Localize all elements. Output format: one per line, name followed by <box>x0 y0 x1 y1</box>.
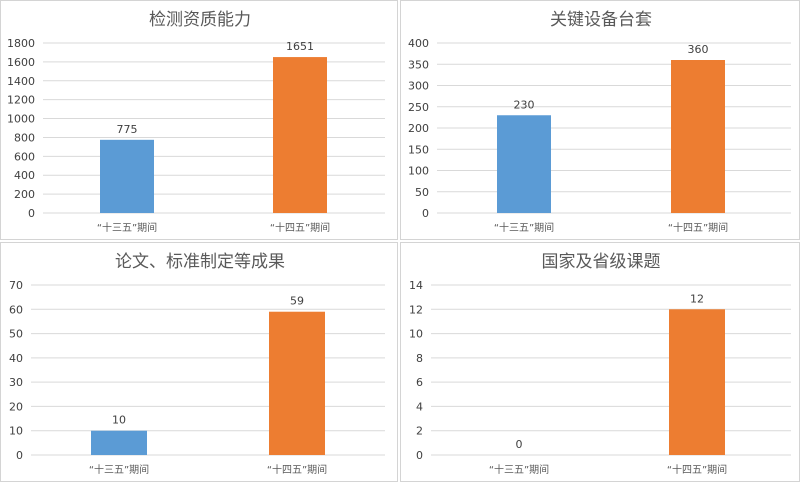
bar <box>100 139 154 213</box>
bar <box>497 115 551 213</box>
category-label: “十四五”期间 <box>270 221 330 234</box>
y-tick-label: 20 <box>9 400 23 413</box>
y-tick-label: 1000 <box>7 113 35 126</box>
y-tick-label: 2 <box>416 425 423 438</box>
y-tick-label: 400 <box>14 169 35 182</box>
data-label: 775 <box>117 123 138 136</box>
y-tick-label: 8 <box>416 352 423 365</box>
y-tick-label: 400 <box>408 37 429 50</box>
category-label: “十三五”期间 <box>97 221 157 234</box>
bar <box>269 311 325 455</box>
y-tick-label: 12 <box>409 303 423 316</box>
chart-panel-3: 论文、标准制定等成果 0 10 20 30 40 50 60 70 10 “十三五”期间 59 “十四五… <box>0 242 398 482</box>
y-tick-label: 800 <box>14 131 35 144</box>
chart-svg-4: 国家及省级课题 0 2 4 6 8 10 12 14 0 “十三五”期间 12 “十四五”期间 <box>409 252 791 476</box>
y-tick-label: 0 <box>416 449 423 462</box>
chart-svg-2: 关键设备台套 0 50 100 150 200 250 300 350 400 230 “十三五”期间… <box>408 10 791 234</box>
data-label: 360 <box>688 43 709 56</box>
chart-title: 论文、标准制定等成果 <box>115 252 285 272</box>
y-tick-label: 1400 <box>7 75 35 88</box>
category-label: “十三五”期间 <box>494 221 554 234</box>
chart-panel-1: 检测资质能力 0 200 400 600 800 1000 1200 1400 1600 1800 7… <box>0 0 398 240</box>
category-label: “十三五”期间 <box>489 463 549 476</box>
data-label: 0 <box>516 438 523 451</box>
y-tick-label: 1200 <box>7 94 35 107</box>
y-tick-label: 250 <box>408 101 429 114</box>
chart-title: 国家及省级课题 <box>542 252 661 272</box>
y-tick-label: 70 <box>9 279 23 292</box>
chart-title: 检测资质能力 <box>149 10 251 30</box>
chart-svg-3: 论文、标准制定等成果 0 10 20 30 40 50 60 70 10 “十三五”期间 59 “十四五… <box>9 252 385 476</box>
y-tick-label: 0 <box>28 207 35 220</box>
data-label: 12 <box>690 292 704 305</box>
chart-panel-4: 国家及省级课题 0 2 4 6 8 10 12 14 0 “十三五”期间 12 “十四五”期间 <box>400 242 800 482</box>
bar <box>273 57 327 214</box>
y-tick-label: 4 <box>416 400 423 413</box>
category-label: “十四五”期间 <box>667 463 727 476</box>
y-tick-label: 150 <box>408 143 429 156</box>
y-tick-label: 10 <box>409 328 423 341</box>
y-tick-label: 200 <box>408 122 429 135</box>
data-label: 10 <box>112 414 126 427</box>
chart-title: 关键设备台套 <box>550 10 652 30</box>
y-tick-label: 0 <box>422 207 429 220</box>
data-label: 59 <box>290 295 304 308</box>
category-label: “十四五”期间 <box>668 221 728 234</box>
bar <box>671 60 725 213</box>
y-tick-label: 0 <box>16 449 23 462</box>
y-tick-label: 1600 <box>7 56 35 69</box>
bar <box>669 309 725 455</box>
y-tick-label: 50 <box>415 186 429 199</box>
y-tick-label: 30 <box>9 376 23 389</box>
y-tick-label: 60 <box>9 303 23 316</box>
category-label: “十四五”期间 <box>267 463 327 476</box>
y-tick-label: 50 <box>9 328 23 341</box>
y-tick-label: 1800 <box>7 37 35 50</box>
chart-svg-1: 检测资质能力 0 200 400 600 800 1000 1200 1400 1600 1800 7… <box>7 10 385 234</box>
y-tick-label: 14 <box>409 279 423 292</box>
bar <box>91 430 147 455</box>
data-label: 230 <box>514 98 535 111</box>
y-tick-label: 100 <box>408 165 429 178</box>
chart-panel-2: 关键设备台套 0 50 100 150 200 250 300 350 400 230 “十三五”期间… <box>400 0 800 240</box>
category-label: “十三五”期间 <box>89 463 149 476</box>
y-tick-label: 350 <box>408 58 429 71</box>
data-label: 1651 <box>286 40 314 53</box>
y-tick-label: 40 <box>9 352 23 365</box>
y-tick-label: 200 <box>14 188 35 201</box>
y-tick-label: 300 <box>408 80 429 93</box>
y-tick-label: 10 <box>9 425 23 438</box>
y-tick-label: 6 <box>416 376 423 389</box>
y-tick-label: 600 <box>14 150 35 163</box>
